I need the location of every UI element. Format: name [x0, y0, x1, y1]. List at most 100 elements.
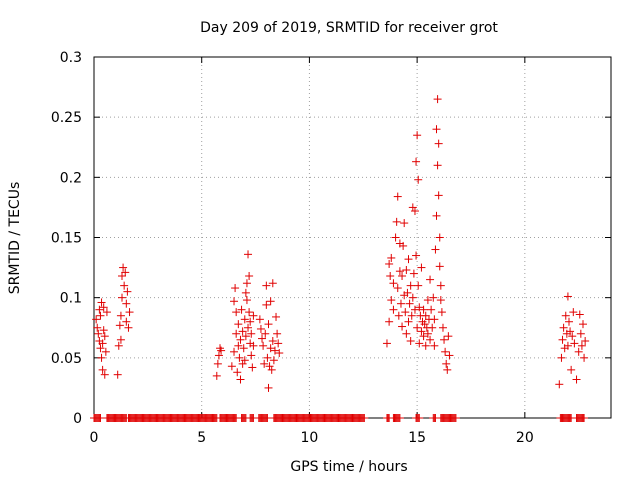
- chart-title: Day 209 of 2019, SRMTID for receiver gro…: [200, 20, 498, 36]
- data-point: [268, 279, 277, 288]
- data-point: [247, 329, 256, 338]
- data-point: [231, 284, 240, 293]
- data-point: [436, 296, 445, 305]
- data-point: [406, 281, 415, 290]
- data-point: [115, 321, 124, 330]
- data-point: [398, 272, 407, 281]
- y-tick-label: 0.05: [51, 351, 82, 367]
- grid-lines: [94, 57, 611, 418]
- data-point: [236, 335, 245, 344]
- data-point: [244, 323, 253, 332]
- data-point: [264, 383, 273, 392]
- data-point: [239, 344, 248, 353]
- data-point: [406, 336, 415, 345]
- data-point: [391, 233, 400, 242]
- data-point: [240, 356, 249, 365]
- data-point: [360, 414, 369, 422]
- data-point: [118, 272, 127, 281]
- data-point: [274, 339, 283, 348]
- data-point: [401, 308, 410, 317]
- data-point: [428, 323, 437, 332]
- data-point: [240, 315, 249, 324]
- data-point: [100, 332, 109, 341]
- data-point: [273, 329, 282, 338]
- data-point: [412, 251, 421, 260]
- data-point: [95, 305, 104, 314]
- data-point: [404, 255, 413, 264]
- data-point: [575, 310, 584, 319]
- data-point: [395, 267, 404, 276]
- data-point: [576, 329, 585, 338]
- data-point: [113, 370, 122, 379]
- data-point: [212, 371, 221, 380]
- data-point: [244, 250, 253, 259]
- data-point: [430, 315, 439, 324]
- data-point: [407, 311, 416, 320]
- data-point: [249, 341, 258, 350]
- data-point: [99, 303, 108, 312]
- data-point: [120, 281, 129, 290]
- data-point: [442, 359, 451, 368]
- data-point: [393, 192, 402, 201]
- data-point: [242, 279, 251, 288]
- plot-frame: [93, 56, 612, 419]
- data-point: [437, 308, 446, 317]
- data-point: [402, 329, 411, 338]
- x-tick-label: 10: [301, 430, 319, 446]
- data-point: [431, 245, 440, 254]
- data-point: [101, 347, 110, 356]
- data-point: [396, 299, 405, 308]
- data-point: [412, 157, 421, 166]
- data-point: [118, 293, 127, 302]
- data-point: [417, 263, 426, 272]
- data-point: [414, 175, 423, 184]
- data-point: [270, 346, 279, 355]
- data-point: [410, 207, 419, 216]
- data-point: [395, 414, 404, 422]
- data-point: [399, 241, 408, 250]
- data-point: [405, 299, 414, 308]
- data-point: [116, 311, 125, 320]
- data-point: [122, 299, 131, 308]
- data-points: [90, 95, 590, 422]
- data-point: [426, 335, 435, 344]
- data-point: [415, 339, 424, 348]
- data-point: [269, 356, 278, 365]
- data-point: [382, 339, 391, 348]
- data-point: [404, 317, 413, 326]
- data-point: [569, 308, 578, 317]
- data-point: [419, 332, 428, 341]
- data-point: [275, 349, 284, 358]
- data-point: [427, 305, 436, 314]
- data-point: [100, 370, 109, 379]
- data-point: [260, 359, 269, 368]
- data-point: [398, 322, 407, 331]
- data-point: [421, 341, 430, 350]
- data-point: [403, 288, 412, 297]
- data-point: [264, 320, 273, 329]
- data-point: [97, 298, 106, 307]
- data-point: [417, 327, 426, 336]
- data-point: [232, 329, 241, 338]
- data-point: [561, 311, 570, 320]
- data-point: [241, 288, 250, 297]
- data-point: [102, 308, 111, 317]
- data-point: [237, 305, 246, 314]
- data-point: [246, 317, 255, 326]
- data-point: [261, 329, 270, 338]
- data-point: [445, 351, 454, 360]
- y-tick-label: 0.15: [51, 231, 82, 247]
- data-point: [392, 217, 401, 226]
- data-point: [268, 336, 277, 345]
- data-point: [235, 353, 244, 362]
- data-point: [413, 131, 422, 140]
- data-point: [263, 353, 272, 362]
- data-point: [236, 375, 245, 384]
- data-point: [580, 353, 589, 362]
- data-point: [389, 279, 398, 288]
- data-point: [441, 347, 450, 356]
- data-point: [266, 297, 275, 306]
- data-point: [415, 414, 424, 422]
- data-point: [262, 281, 271, 290]
